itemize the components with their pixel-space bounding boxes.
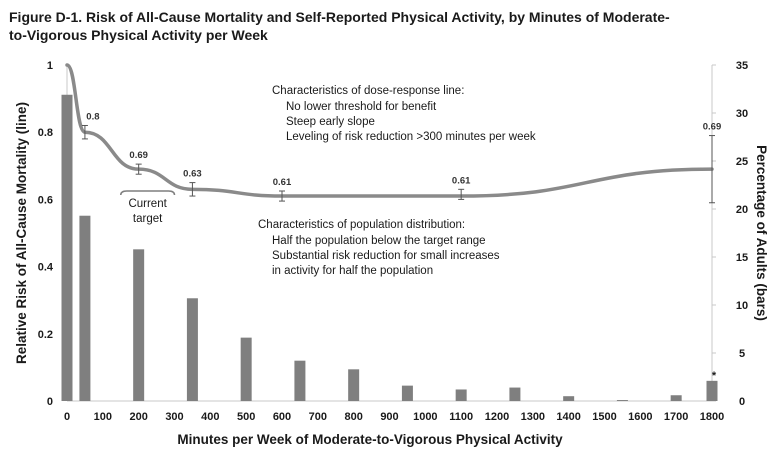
risk-point-label: 0.61	[452, 175, 471, 186]
annotation-dose-item: Steep early slope	[286, 116, 375, 128]
x-tick-label: 1600	[628, 411, 652, 423]
risk-point-label: 0.8	[86, 111, 99, 122]
bar	[348, 369, 360, 401]
bar	[563, 396, 575, 401]
y-left-tick-label: 0.8	[38, 127, 53, 139]
y-right-tick-label: 20	[736, 204, 748, 216]
annotation-population: Characteristics of population distributi…	[258, 219, 500, 277]
y-right-tick-label: 10	[736, 300, 748, 312]
y-left-tick-label: 1	[47, 60, 53, 72]
bar	[706, 380, 718, 401]
bar	[509, 387, 521, 401]
bar	[294, 360, 306, 401]
y-right-tick-label: 5	[739, 348, 745, 360]
x-tick-label: 700	[309, 411, 327, 423]
risk-point-label: 0.69	[703, 122, 722, 133]
figure-title: Figure D-1. Risk of All-Cause Mortality …	[9, 8, 769, 44]
x-tick-label: 1700	[664, 411, 688, 423]
y-right-tick-label: 15	[736, 252, 748, 264]
bar	[133, 249, 145, 401]
annotation-dose-item: No lower threshold for benefit	[286, 101, 437, 113]
y-right-tick-label: 35	[736, 60, 748, 72]
x-tick-label: 1200	[485, 411, 509, 423]
x-axis-title: Minutes per Week of Moderate-to-Vigorous…	[177, 432, 563, 447]
annotation-population-heading: Characteristics of population distributi…	[258, 219, 465, 231]
x-tick-label: 1000	[413, 411, 437, 423]
asterisk-label: *	[712, 370, 717, 382]
bar	[401, 385, 413, 401]
x-tick-label: 1400	[556, 411, 580, 423]
bar	[455, 389, 467, 401]
current-target-bracket	[120, 190, 176, 196]
y-left-tick-label: 0.4	[38, 262, 54, 274]
annotation-population-item: Half the population below the target ran…	[272, 235, 486, 247]
bar	[670, 395, 682, 401]
current-target-label: Current	[128, 198, 167, 210]
x-tick-label: 300	[165, 411, 183, 423]
y-right-tick-label: 25	[736, 156, 748, 168]
annotation-dose-item: Leveling of risk reduction >300 minutes …	[286, 131, 536, 143]
x-tick-label: 1500	[592, 411, 616, 423]
x-tick-label: 1300	[521, 411, 545, 423]
figure-title-line-1: Figure D-1. Risk of All-Cause Mortality …	[9, 9, 670, 25]
y-axis-left-title: Relative Risk of All-Cause Mortality (li…	[14, 102, 29, 364]
annotation-population-item: Substantial risk reduction for small inc…	[272, 250, 500, 262]
annotation-dose-response: Characteristics of dose-response line: N…	[272, 85, 536, 143]
y-right-tick-label: 0	[739, 396, 745, 408]
x-tick-label: 0	[64, 411, 70, 423]
current-target-marker: Current target	[120, 190, 176, 225]
x-tick-label: 600	[273, 411, 291, 423]
bar	[61, 94, 73, 401]
annotation-dose-heading: Characteristics of dose-response line:	[272, 85, 464, 97]
y-left-tick-label: 0.6	[38, 194, 53, 206]
y-left-tick-label: 0.2	[38, 329, 53, 341]
bar	[240, 337, 252, 401]
bar	[616, 400, 628, 401]
x-tick-label: 200	[129, 411, 147, 423]
risk-point-label: 0.63	[183, 169, 202, 180]
x-tick-label: 1800	[700, 411, 724, 423]
current-target-label: target	[133, 213, 163, 225]
x-tick-label: 100	[94, 411, 112, 423]
y-right-tick-label: 30	[736, 108, 748, 120]
y-axis-right-title: Percentage of Adults (bars)	[754, 145, 769, 321]
risk-line	[65, 63, 714, 198]
bar	[186, 298, 198, 401]
bar	[79, 215, 91, 401]
annotation-population-item: in activity for half the population	[272, 265, 433, 277]
y-left-tick-label: 0	[47, 396, 53, 408]
risk-point-label: 0.69	[129, 150, 148, 161]
risk-point-label: 0.61	[273, 177, 292, 188]
x-tick-label: 400	[201, 411, 219, 423]
x-tick-label: 900	[380, 411, 398, 423]
x-tick-label: 800	[344, 411, 362, 423]
x-tick-label: 500	[237, 411, 255, 423]
figure-title-line-2: to-Vigorous Physical Activity per Week	[9, 27, 268, 43]
x-tick-label: 1100	[449, 411, 473, 423]
